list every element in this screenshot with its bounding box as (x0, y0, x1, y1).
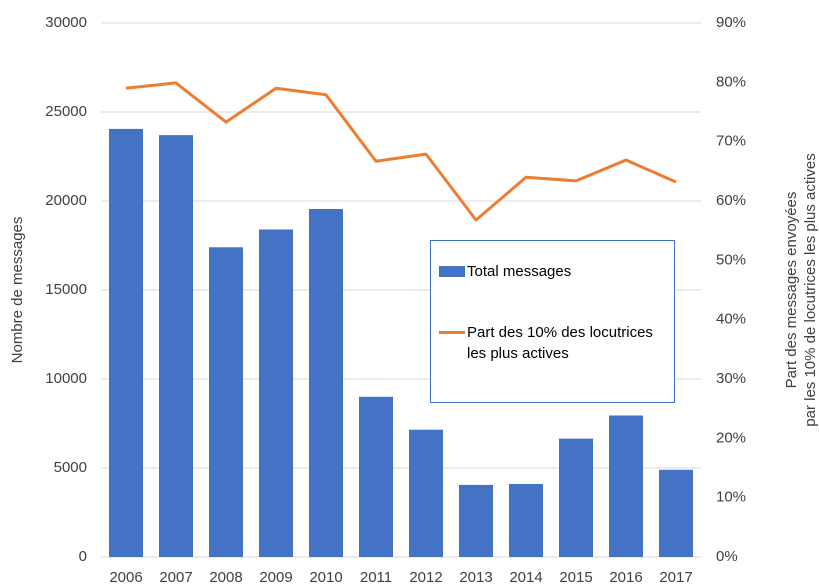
y2-tick-label: 0% (716, 548, 738, 565)
x-tick-label: 2007 (159, 569, 192, 586)
y-tick-label: 5000 (54, 459, 87, 476)
y2-tick-label: 80% (716, 73, 746, 90)
bar (159, 135, 193, 557)
line (125, 81, 677, 222)
x-tick-label: 2010 (309, 569, 342, 586)
y-tick-label: 20000 (45, 192, 87, 209)
legend-item: Total messages (439, 261, 666, 282)
bar (459, 484, 493, 557)
y-tick-label: 10000 (45, 370, 87, 387)
bar (259, 229, 293, 558)
x-tick-label: 2011 (360, 569, 392, 586)
x-tick-label: 2009 (259, 569, 292, 586)
legend: Total messages Part des 10% des locutrice… (430, 240, 675, 403)
bar (359, 396, 393, 557)
y2-tick-label: 10% (716, 489, 746, 506)
legend-swatch (439, 322, 465, 343)
y2-axis-label: Part des messages envoyées (783, 192, 800, 389)
legend-item: Part des 10% des locutrices les plus act… (439, 322, 666, 364)
bar (559, 438, 593, 557)
bar (659, 469, 693, 557)
legend-label: Part des 10% des locutrices les plus act… (467, 324, 653, 362)
y2-tick-label: 60% (716, 192, 746, 209)
y2-tick-label: 90% (716, 14, 746, 31)
y-tick-label: 0 (79, 548, 87, 565)
bar (109, 128, 143, 557)
legend-swatch (439, 261, 465, 282)
x-tick-label: 2008 (209, 569, 242, 586)
x-tick-label: 2017 (659, 569, 692, 586)
x-tick-label: 2014 (509, 569, 542, 586)
x-tick-label: 2013 (459, 569, 492, 586)
y-axis-label: Nombre de messages (9, 217, 26, 364)
bar (409, 429, 443, 557)
bar (209, 247, 243, 557)
bar (609, 415, 643, 557)
bar (509, 484, 543, 557)
y-tick-label: 25000 (45, 103, 87, 120)
y2-tick-label: 70% (716, 133, 746, 150)
x-tick-label: 2015 (559, 569, 592, 586)
bar (309, 209, 343, 557)
y-tick-label: 30000 (45, 14, 87, 31)
y2-tick-label: 20% (716, 429, 746, 446)
y2-axis-label: par les 10% de locutrices les plus activ… (802, 153, 819, 426)
y2-tick-label: 40% (716, 311, 746, 328)
y-tick-label: 15000 (45, 281, 87, 298)
legend-label: Total messages (467, 263, 572, 280)
x-tick-label: 2016 (609, 569, 642, 586)
x-tick-label: 2006 (109, 569, 142, 586)
y2-tick-label: 30% (716, 370, 746, 387)
x-tick-label: 2012 (409, 569, 442, 586)
y2-tick-label: 50% (716, 251, 746, 268)
